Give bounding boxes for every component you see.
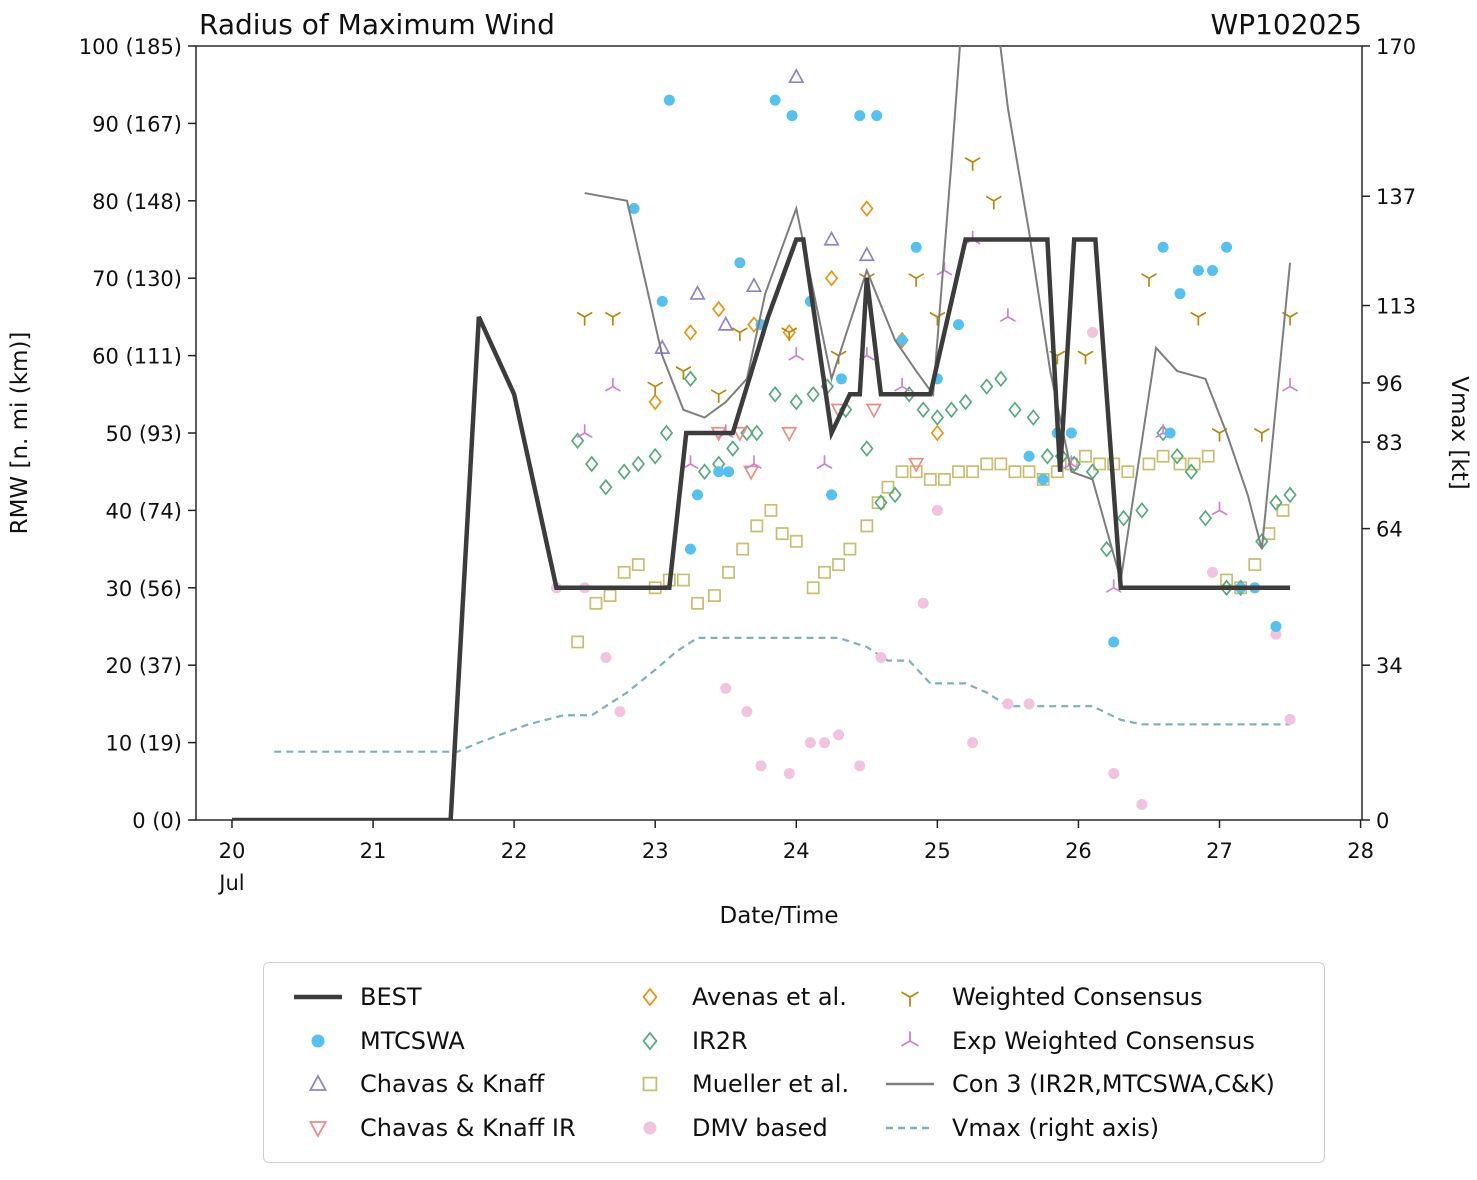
svg-text:83: 83 [1376,431,1403,455]
chavas-knaff-marker-swatch [308,1074,328,1092]
mueller-marker-swatch [642,1077,658,1092]
plot-area: 20 21 22 23 24 25 26 27 28 Jul 0 (0) 10 (19) 20 (37)… [79,35,1416,895]
svg-text:23: 23 [642,839,669,863]
svg-text:64: 64 [1376,518,1403,542]
legend-label-chavas-knaff-ir: Chavas & Knaff IR [360,1114,576,1143]
exp-weighted-consensus-marker-swatch [901,1030,919,1047]
legend-item-mueller: Mueller et al. [624,1063,884,1107]
svg-text:27: 27 [1206,839,1233,863]
series-weighted_consensus [576,157,1298,442]
legend-item-vmax: Vmax (right axis) [884,1106,1316,1150]
svg-text:10 (19): 10 (19) [105,732,182,756]
y-right-ticks: 0 34 64 83 96 113 137 170 [1362,35,1416,833]
y-right-axis-label: Vmax [kt] [1446,376,1472,489]
series-mtcswa [628,94,1282,648]
chavas-knaff-ir-marker-swatch [308,1121,328,1139]
legend-item-chavas-knaff-ir: Chavas & Knaff IR [292,1106,624,1150]
svg-text:90 (167): 90 (167) [92,112,182,136]
svg-text:21: 21 [360,839,387,863]
svg-text:20 (37): 20 (37) [105,654,182,678]
legend-label-weighted-consensus: Weighted Consensus [952,982,1203,1011]
y-left-ticks: 0 (0) 10 (19) 20 (37) 30 (56) 40 (74) 50 (93)… [79,35,196,833]
weighted-consensus-marker-swatch [901,991,919,1007]
legend-label-dmv: DMV based [692,1114,828,1143]
vmax-line-swatch [886,1126,934,1130]
legend-label-vmax: Vmax (right axis) [952,1114,1160,1143]
series-vmax [274,636,1291,753]
svg-text:170: 170 [1376,35,1416,59]
legend-label-mueller: Mueller et al. [692,1070,850,1099]
svg-text:80 (148): 80 (148) [92,190,182,214]
series-ir2r [570,370,1297,597]
storm-id: WP102025 [1211,8,1362,41]
series-dmv [550,326,1296,811]
ir2r-marker-swatch [642,1031,658,1051]
legend-item-dmv: DMV based [624,1106,884,1150]
series-chavas_knaff [654,68,875,354]
legend-label-chavas-knaff: Chavas & Knaff [360,1070,545,1099]
legend: BEST MTCSWA Chavas & Knaff Chavas & Knaf… [263,962,1325,1163]
svg-text:137: 137 [1376,185,1416,209]
legend-item-exp-weighted-consensus: Exp Weighted Consensus [884,1019,1316,1063]
svg-text:20: 20 [219,839,246,863]
svg-text:50 (93): 50 (93) [105,422,182,446]
svg-text:0: 0 [1376,809,1389,833]
x-axis-month-label: Jul [217,871,244,895]
legend-item-avenas: Avenas et al. [624,975,884,1019]
legend-item-chavas-knaff: Chavas & Knaff [292,1063,624,1107]
y-left-axis-label: RMW [n. mi (km)] [7,332,33,535]
best-line-swatch [294,994,342,1000]
svg-text:100 (185): 100 (185) [79,35,182,59]
dmv-marker-swatch [643,1121,657,1135]
legend-item-con3: Con 3 (IR2R,MTCSWA,C&K) [884,1063,1316,1107]
series-best [231,237,1291,820]
legend-label-avenas: Avenas et al. [692,982,847,1011]
chart-title: Radius of Maximum Wind [199,8,555,41]
series-layer [231,46,1298,820]
legend-label-best: BEST [360,982,422,1011]
x-axis-label: Date/Time [719,903,838,929]
svg-text:28: 28 [1347,839,1374,863]
legend-label-ir2r: IR2R [692,1026,748,1055]
x-axis-ticks: 20 21 22 23 24 25 26 27 28 Jul [217,820,1374,895]
svg-text:40 (74): 40 (74) [105,499,182,523]
svg-text:96: 96 [1376,372,1403,396]
series-con3 [584,46,1292,581]
svg-text:25: 25 [924,839,951,863]
legend-label-mtcswa: MTCSWA [360,1026,465,1055]
legend-item-best: BEST [292,975,624,1019]
avenas-marker-swatch [642,987,658,1007]
svg-text:0 (0): 0 (0) [132,809,182,833]
svg-text:113: 113 [1376,295,1416,319]
svg-text:22: 22 [501,839,528,863]
legend-item-mtcswa: MTCSWA [292,1019,624,1063]
svg-text:26: 26 [1065,839,1092,863]
legend-item-weighted-consensus: Weighted Consensus [884,975,1316,1019]
plot-border [195,45,1363,821]
legend-item-ir2r: IR2R [624,1019,884,1063]
legend-label-exp-weighted-consensus: Exp Weighted Consensus [952,1026,1255,1055]
legend-label-con3: Con 3 (IR2R,MTCSWA,C&K) [952,1070,1275,1099]
rmw-chart: Radius of Maximum Wind WP102025 RMW [n. … [7,8,1472,929]
svg-text:60 (111): 60 (111) [92,345,182,369]
svg-text:30 (56): 30 (56) [105,577,182,601]
mtcswa-marker-swatch [311,1034,325,1048]
con3-line-swatch [886,1083,934,1086]
svg-text:24: 24 [783,839,810,863]
svg-text:34: 34 [1376,654,1403,678]
svg-text:70 (130): 70 (130) [92,267,182,291]
